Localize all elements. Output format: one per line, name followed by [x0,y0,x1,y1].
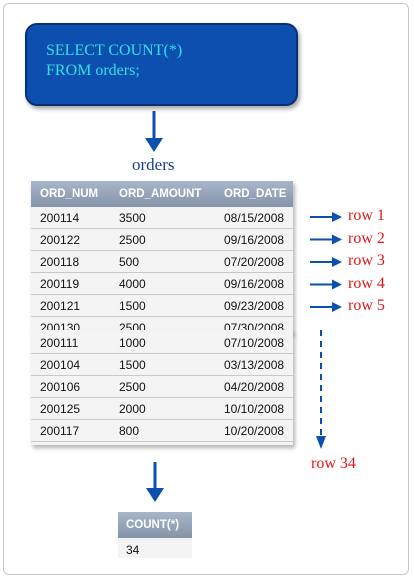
cell-ord-num: 200117 [40,424,80,438]
cell-ord-date: 07/20/2008 [224,255,285,269]
dashed-arrow-to-last-row [316,330,326,449]
cell-ord-date: 10/10/2008 [224,402,285,416]
cell-ord-amount: 1000 [119,336,146,350]
cell-ord-date: 09/16/2008 [224,277,285,291]
cell-ord-num: 200106 [40,380,81,394]
col-header-ord-num: ORD_NUM [40,188,99,200]
row-label: row 4 [348,274,385,292]
cell-ord-num: 200121 [40,299,81,313]
row-label: row 1 [348,207,385,224]
table-row: 200111 1000 07/10/2008 [31,332,293,354]
cell-ord-date: 07/10/2008 [224,336,285,350]
cell-ord-date: 10/20/2008 [224,424,285,438]
row-label-last: row 34 [311,455,356,472]
cell-ord-amount: 3500 [119,211,146,225]
cell-ord-num: 200114 [40,211,80,225]
cell-ord-num: 200111 [40,336,79,350]
cell-ord-amount: 2500 [119,380,146,394]
orders-table-top: ORD_NUM ORD_AMOUNT ORD_DATE 200114 3500 08… [31,181,293,339]
row-pointer-arrow [310,279,342,290]
row-label: row 5 [348,297,385,314]
table-row: 200106 2500 04/20/2008 [31,376,293,398]
col-header-ord-amount: ORD_AMOUNT [119,188,202,200]
table-header: ORD_NUM ORD_AMOUNT ORD_DATE [31,181,293,207]
cell-ord-amount: 800 [119,424,140,438]
cell-ord-amount: 1500 [119,299,146,313]
count-header: COUNT(*) [118,512,192,538]
table-row: 200118 500 07/20/2008 [31,251,293,273]
cell-ord-num: 200122 [40,233,81,247]
table-row: 200104 1500 03/13/2008 [31,354,293,376]
table-row: 200121 1500 09/23/2008 [31,295,293,317]
row-pointer-arrow [310,212,342,222]
table-row: 200125 2000 10/10/2008 [31,398,293,420]
row-pointer-arrow [310,234,342,245]
cell-ord-date: 08/15/2008 [224,211,285,225]
count-value: 34 [126,543,140,557]
cell-ord-num: 200104 [40,358,81,372]
sql-query-box [25,23,298,106]
count-column-name: COUNT(*) [126,519,180,531]
cell-ord-date: 04/20/2008 [224,380,285,394]
row-label: row 2 [348,229,385,247]
row-pointer-arrow [310,302,342,312]
orders-table-bottom: 200111 1000 07/10/2008 200104 1500 03/13/2008… [31,330,293,445]
cell-ord-num: 200125 [40,402,81,416]
table-row: 200114 3500 08/15/2008 [31,207,293,229]
table-row: 200119 4000 09/16/2008 [31,273,293,295]
table-row: 200122 2500 09/16/2008 [31,229,293,251]
row-label: row 3 [348,252,385,269]
cell-ord-amount: 1500 [119,358,146,372]
col-header-ord-date: ORD_DATE [224,188,287,200]
cell-ord-num: 200119 [40,277,80,291]
cell-ord-amount: 2500 [119,233,146,247]
sql-line-2: FROM orders; [46,62,140,79]
cell-ord-date: 03/13/2008 [224,358,285,372]
down-arrow-query [145,111,163,152]
cell-ord-num: 200118 [40,255,80,269]
table-row: 200117 800 10/20/2008 [31,420,293,442]
cell-ord-date: 09/23/2008 [224,299,285,313]
row-pointer-arrow [310,257,342,267]
sql-line-1: SELECT COUNT(*) [46,42,183,59]
cell-ord-amount: 4000 [119,277,146,291]
down-arrow-result [146,462,164,502]
cell-ord-date: 09/16/2008 [224,233,285,247]
count-result-table: COUNT(*) 34 [118,512,192,558]
cell-ord-amount: 2000 [119,402,146,416]
cell-ord-amount: 500 [119,255,140,269]
table-name-label: orders [132,155,175,174]
